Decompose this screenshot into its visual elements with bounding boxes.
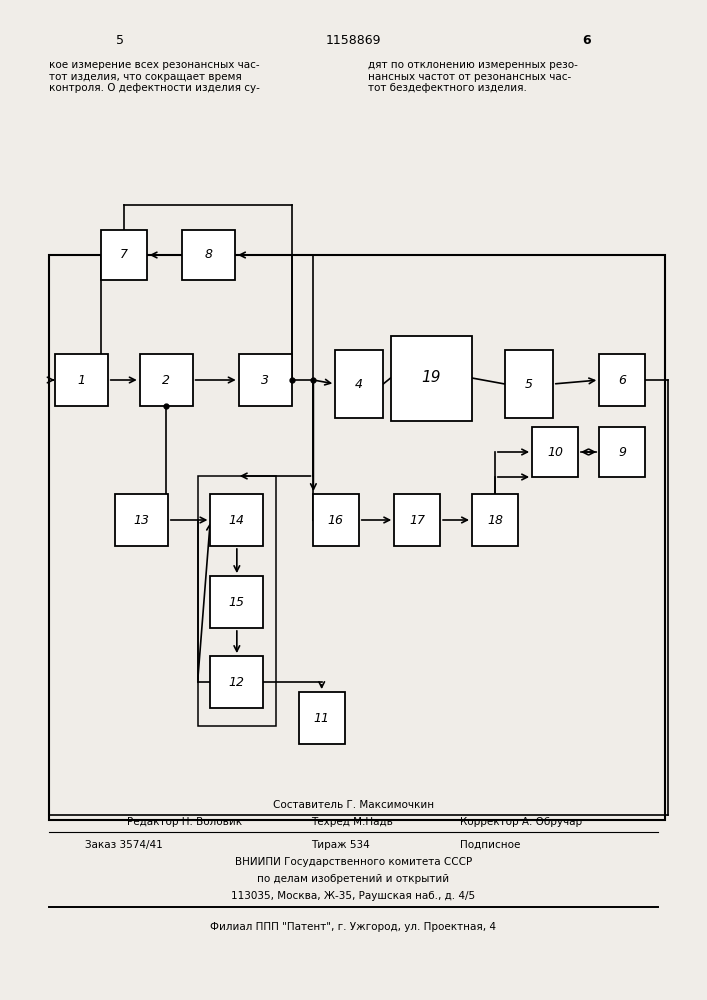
FancyBboxPatch shape [238,354,291,406]
FancyBboxPatch shape [390,336,472,420]
FancyBboxPatch shape [599,354,645,406]
Text: 6: 6 [618,373,626,386]
Text: Редактор Н. Воловик: Редактор Н. Воловик [127,817,243,827]
Text: 10: 10 [547,446,563,458]
Text: 1158869: 1158869 [326,33,381,46]
Text: 7: 7 [119,248,128,261]
Text: 5: 5 [525,377,533,390]
FancyBboxPatch shape [139,354,192,406]
Text: 4: 4 [355,377,363,390]
FancyBboxPatch shape [100,230,146,280]
FancyBboxPatch shape [599,427,645,477]
Text: Техред М.Надь: Техред М.Надь [311,817,393,827]
Text: 16: 16 [328,514,344,526]
Text: 113035, Москва, Ж-35, Раушская наб., д. 4/5: 113035, Москва, Ж-35, Раушская наб., д. … [231,891,476,901]
FancyBboxPatch shape [211,576,264,628]
Text: дят по отклонению измеренных резо-
нансных частот от резонансных час-
тот бездеф: дят по отклонению измеренных резо- нансн… [368,60,578,93]
FancyBboxPatch shape [115,494,168,546]
FancyBboxPatch shape [298,692,344,744]
FancyBboxPatch shape [211,494,264,546]
FancyBboxPatch shape [211,656,264,708]
Text: 11: 11 [314,712,329,724]
Text: 19: 19 [421,370,441,385]
Text: Тираж 534: Тираж 534 [311,840,370,850]
Text: 5: 5 [116,33,124,46]
Text: 8: 8 [204,248,213,261]
Text: по делам изобретений и открытий: по делам изобретений и открытий [257,874,450,884]
Text: 13: 13 [134,514,149,526]
Text: кое измерение всех резонансных час-
тот изделия, что сокращает время
контроля. О: кое измерение всех резонансных час- тот … [49,60,260,93]
FancyBboxPatch shape [394,494,440,546]
Text: Заказ 3574/41: Заказ 3574/41 [85,840,163,850]
Text: Филиал ППП "Патент", г. Ужгород, ул. Проектная, 4: Филиал ППП "Патент", г. Ужгород, ул. Про… [211,922,496,932]
Text: 15: 15 [229,595,245,608]
FancyBboxPatch shape [55,354,107,406]
FancyBboxPatch shape [312,494,359,546]
Text: 14: 14 [229,514,245,526]
Text: Корректор А. Обручар: Корректор А. Обручар [460,817,582,827]
Text: 6: 6 [583,33,591,46]
Text: Подписное: Подписное [460,840,520,850]
Text: Составитель Г. Максимочкин: Составитель Г. Максимочкин [273,800,434,810]
Text: 17: 17 [409,514,425,526]
Text: 9: 9 [618,446,626,458]
FancyBboxPatch shape [505,350,553,418]
Text: 1: 1 [77,373,86,386]
FancyBboxPatch shape [472,494,518,546]
Text: 3: 3 [261,373,269,386]
FancyBboxPatch shape [335,350,383,418]
Text: 18: 18 [487,514,503,526]
FancyBboxPatch shape [532,427,578,477]
Text: ВНИИПИ Государственного комитета СССР: ВНИИПИ Государственного комитета СССР [235,857,472,867]
Text: 2: 2 [162,373,170,386]
FancyBboxPatch shape [182,230,235,280]
Text: 12: 12 [229,676,245,688]
